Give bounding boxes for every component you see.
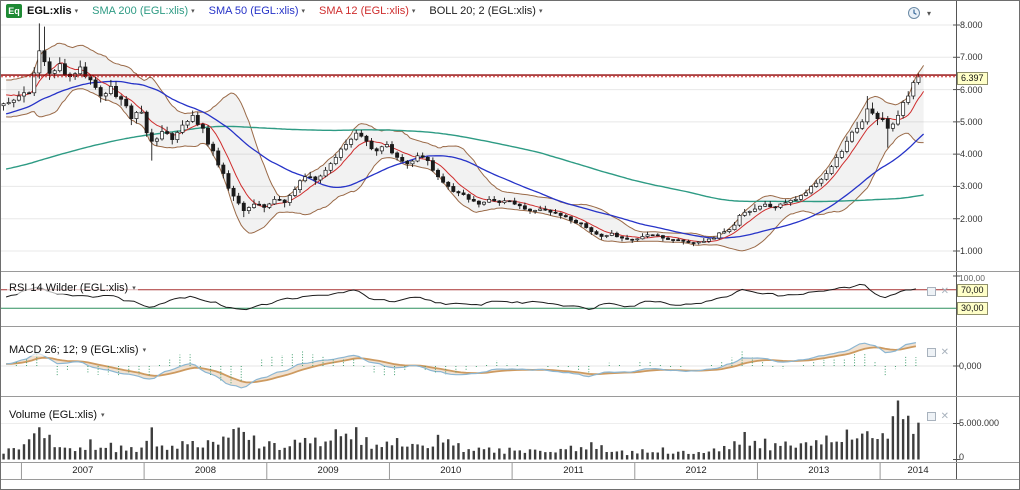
x-axis-year-label: 2011: [563, 465, 584, 476]
price-axis-label: 6.000: [960, 84, 983, 95]
legend-item-sma200[interactable]: SMA 200 (EGL:xlis) ▾: [92, 5, 195, 17]
macd-title-label: MACD 26; 12; 9 (EGL:xlis): [9, 344, 139, 356]
price-axis-label: 1.000: [960, 246, 983, 256]
x-axis-year-label: 2007: [72, 465, 94, 476]
x-axis-year-label: 2008: [194, 465, 216, 476]
volume-title-label: Volume (EGL:xlis): [9, 409, 98, 421]
macd-panel-controls: ✕: [926, 347, 949, 358]
clock-icon[interactable]: [907, 6, 921, 20]
close-panel-icon[interactable]: ✕: [940, 286, 949, 297]
price-axis-label: 2.000: [960, 213, 983, 224]
macd-panel-title[interactable]: MACD 26; 12; 9 (EGL:xlis) ▾: [7, 344, 149, 356]
price-axis-label: 3.000: [960, 181, 983, 192]
legend-item-sma50[interactable]: SMA 50 (EGL:xlis) ▾: [209, 5, 305, 17]
chevron-down-icon: ▾: [538, 8, 543, 15]
x-axis-year-label: 2010: [440, 465, 462, 476]
toolbar-dropdown-icon[interactable]: ▾: [926, 8, 931, 18]
candles-layer: [1, 23, 921, 247]
price-axis-label: 4.000: [960, 149, 983, 160]
legend-label-sma200: SMA 200 (EGL:xlis): [92, 5, 189, 17]
chevron-down-icon: ▾: [132, 285, 136, 292]
price-axis-label: 8.000: [960, 20, 983, 30]
restore-panel-icon[interactable]: [926, 348, 936, 357]
legend-item-boll[interactable]: BOLL 20; 2 (EGL:xlis) ▾: [429, 5, 542, 17]
legend-label-boll: BOLL 20; 2 (EGL:xlis): [429, 5, 536, 17]
macd-zero-label: 0,000: [959, 361, 982, 371]
close-panel-icon[interactable]: ✕: [940, 347, 949, 358]
chevron-down-icon: ▾: [101, 412, 105, 419]
volume-panel-controls: ✕: [926, 411, 949, 422]
x-axis-year-label: 2009: [317, 465, 339, 476]
legend-label-sma12: SMA 12 (EGL:xlis): [319, 5, 409, 17]
chart-toolbar: ▾: [907, 6, 931, 20]
x-axis-year-label: 2012: [685, 465, 707, 476]
volume-panel-title[interactable]: Volume (EGL:xlis) ▾: [7, 409, 107, 421]
x-axis-year-label: 2013: [808, 465, 830, 476]
legend-bar: Eq EGL:xlis ▾ SMA 200 (EGL:xlis) ▾ SMA 5…: [6, 4, 557, 18]
chevron-down-icon: ▾: [142, 347, 147, 354]
chevron-down-icon: ▾: [301, 8, 306, 15]
rsi-panel-controls: ✕: [926, 286, 949, 297]
close-panel-icon[interactable]: ✕: [940, 411, 949, 422]
rsi-panel-title[interactable]: RSI 14 Wilder (EGL:xlis) ▾: [7, 282, 138, 294]
volume-axis-label-0: 0: [959, 452, 965, 462]
price-axis-label: 5.000: [960, 116, 983, 127]
instrument-label: EGL:xlis: [27, 5, 72, 17]
chevron-down-icon: ▾: [191, 8, 195, 15]
equity-instrument-icon: Eq: [6, 4, 22, 18]
x-axis-year-label: 2014: [907, 465, 929, 476]
volume-axis-label-5m: 5.000.000: [959, 418, 1000, 428]
legend-item-sma12[interactable]: SMA 12 (EGL:xlis) ▾: [319, 5, 415, 17]
restore-panel-icon[interactable]: [926, 287, 936, 296]
restore-panel-icon[interactable]: [926, 412, 936, 421]
rsi-title-label: RSI 14 Wilder (EGL:xlis): [9, 282, 129, 294]
legend-label-sma50: SMA 50 (EGL:xlis): [208, 5, 299, 17]
rsi-axis-max-label: 100,00: [959, 273, 985, 283]
chevron-down-icon: ▾: [411, 8, 416, 15]
rsi-level-30-badge: 30,00: [957, 302, 988, 315]
chevron-down-icon: ▾: [74, 8, 79, 15]
last-price-badge: 6.397: [957, 72, 988, 85]
price-axis-label: 7.000: [960, 52, 983, 63]
rsi-level-70-badge: 70,00: [957, 284, 988, 297]
instrument-selector[interactable]: EGL:xlis ▾: [27, 5, 78, 17]
